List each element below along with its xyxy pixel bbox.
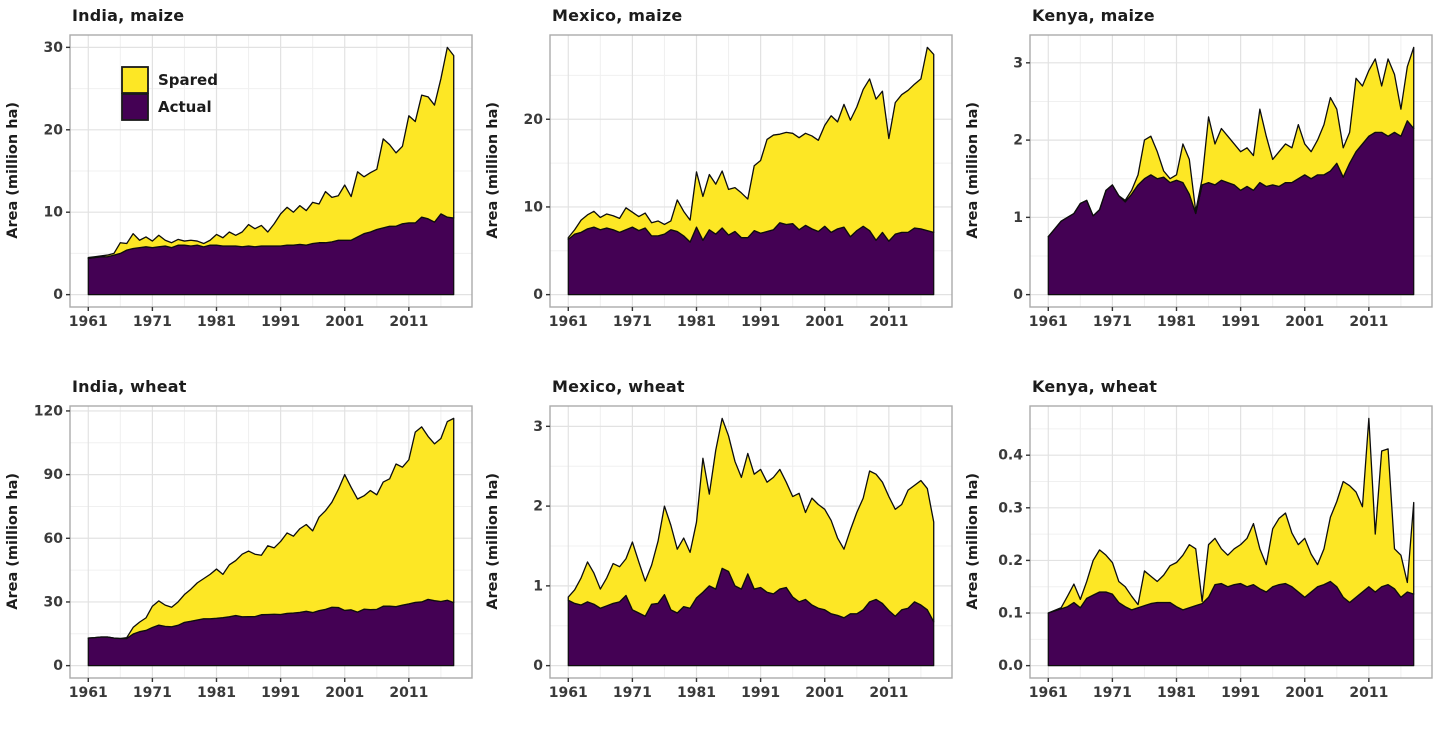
svg-text:0.1: 0.1: [998, 606, 1023, 622]
svg-text:0: 0: [53, 658, 63, 674]
svg-text:0.3: 0.3: [998, 500, 1023, 516]
svg-text:2001: 2001: [325, 314, 364, 330]
chart-panel-india-maize: India, maize Area (million ha) 1961 1971 1…: [0, 0, 480, 371]
chart-title: Mexico, maize: [552, 6, 683, 25]
y-axis-label: Area (million ha): [5, 472, 21, 610]
svg-text:1971: 1971: [133, 685, 172, 701]
svg-text:2011: 2011: [1349, 685, 1388, 701]
svg-text:0.0: 0.0: [998, 658, 1023, 674]
y-axis-label-wrap: Area (million ha): [960, 30, 986, 310]
svg-text:2001: 2001: [1285, 685, 1324, 701]
svg-text:1: 1: [533, 578, 543, 594]
stacked-area-plot-kenya-wheat: 1961 1971 1981 1991 2001 2011 0.0 0.1 0.2 0.3 0.4: [998, 405, 1433, 701]
svg-text:1971: 1971: [1093, 314, 1132, 330]
chart-title: Mexico, wheat: [552, 377, 685, 396]
stacked-area-plot-mexico-wheat: 1961 1971 1981 1991 2001 2011 0 1 2 3: [533, 405, 953, 701]
svg-text:0: 0: [53, 287, 63, 303]
y-axis-label-wrap: Area (million ha): [0, 30, 26, 310]
svg-text:1971: 1971: [133, 314, 172, 330]
svg-text:1991: 1991: [741, 685, 780, 701]
svg-text:0.2: 0.2: [998, 553, 1023, 569]
chart-title: Kenya, maize: [1032, 6, 1155, 25]
y-axis-label-wrap: Area (million ha): [480, 30, 506, 310]
svg-text:1961: 1961: [549, 314, 588, 330]
svg-text:90: 90: [44, 467, 64, 483]
chart-panel-mexico-maize: Mexico, maize Area (million ha) 1961 1971…: [480, 0, 960, 371]
svg-text:1971: 1971: [1093, 685, 1132, 701]
y-axis-label-wrap: Area (million ha): [0, 401, 26, 681]
chart-title: Kenya, wheat: [1032, 377, 1158, 396]
chart-panel-mexico-wheat: Mexico, wheat Area (million ha) 1961 1971…: [480, 371, 960, 743]
svg-text:2001: 2001: [805, 314, 844, 330]
svg-text:0.4: 0.4: [998, 448, 1023, 464]
svg-text:1961: 1961: [549, 685, 588, 701]
svg-text:10: 10: [44, 205, 64, 221]
svg-text:1991: 1991: [261, 685, 300, 701]
svg-text:2: 2: [1013, 133, 1023, 149]
svg-text:1991: 1991: [741, 314, 780, 330]
svg-text:60: 60: [44, 531, 64, 547]
svg-text:1961: 1961: [69, 685, 108, 701]
svg-text:2011: 2011: [389, 685, 428, 701]
svg-text:1981: 1981: [1157, 314, 1196, 330]
y-axis-label-wrap: Area (million ha): [960, 401, 986, 681]
svg-text:1991: 1991: [1221, 314, 1260, 330]
svg-text:2001: 2001: [325, 685, 364, 701]
svg-text:30: 30: [44, 594, 64, 610]
svg-text:2001: 2001: [805, 685, 844, 701]
svg-text:0: 0: [533, 658, 543, 674]
y-axis-label-wrap: Area (million ha): [480, 401, 506, 681]
y-axis-label: Area (million ha): [965, 101, 981, 239]
svg-text:1: 1: [1013, 210, 1023, 226]
legend-swatch-actual: [121, 93, 149, 121]
y-axis-label: Area (million ha): [965, 472, 981, 610]
svg-text:1991: 1991: [261, 314, 300, 330]
stacked-area-plot-kenya-maize: 1961 1971 1981 1991 2001 2011 0 1 2 3: [1013, 34, 1433, 330]
svg-text:20: 20: [524, 112, 544, 128]
svg-text:30: 30: [44, 40, 64, 56]
svg-text:2011: 2011: [869, 685, 908, 701]
chart-panel-kenya-maize: Kenya, maize Area (million ha) 1961 1971 1…: [960, 0, 1440, 371]
svg-text:1961: 1961: [69, 314, 108, 330]
svg-text:3: 3: [1013, 55, 1023, 71]
svg-text:1961: 1961: [1029, 685, 1068, 701]
chart-panel-kenya-wheat: Kenya, wheat Area (million ha) 1961 1971 1…: [960, 371, 1440, 743]
legend-swatch-spared: [121, 66, 149, 94]
y-axis-label: Area (million ha): [485, 472, 501, 610]
svg-text:1981: 1981: [677, 685, 716, 701]
chart-title: India, wheat: [72, 377, 187, 396]
svg-text:1971: 1971: [613, 685, 652, 701]
y-axis-label: Area (million ha): [485, 101, 501, 239]
svg-text:1981: 1981: [197, 314, 236, 330]
y-axis-label: Area (million ha): [5, 101, 21, 239]
svg-text:10: 10: [524, 199, 544, 215]
svg-text:1961: 1961: [1029, 314, 1068, 330]
svg-text:2: 2: [533, 499, 543, 515]
svg-text:1981: 1981: [677, 314, 716, 330]
svg-text:2011: 2011: [389, 314, 428, 330]
svg-text:1981: 1981: [197, 685, 236, 701]
svg-text:120: 120: [34, 403, 63, 419]
svg-text:0: 0: [533, 287, 543, 303]
svg-text:1971: 1971: [613, 314, 652, 330]
svg-text:2011: 2011: [1349, 314, 1388, 330]
legend-label-actual: Actual: [158, 98, 212, 116]
svg-text:0: 0: [1013, 287, 1023, 303]
svg-text:1991: 1991: [1221, 685, 1260, 701]
legend-label-spared: Spared: [158, 71, 218, 89]
stacked-area-plot-mexico-maize: 1961 1971 1981 1991 2001 2011 0 10 20: [524, 34, 953, 330]
stacked-area-plot-india-wheat: 1961 1971 1981 1991 2001 2011 0 30 60 90 120: [34, 403, 473, 701]
svg-text:2001: 2001: [1285, 314, 1324, 330]
svg-text:3: 3: [533, 419, 543, 435]
svg-text:2011: 2011: [869, 314, 908, 330]
stacked-area-plot-india-maize: 1961 1971 1981 1991 2001 2011 0 10 20 30 Spared Act…: [44, 34, 473, 330]
chart-title: India, maize: [72, 6, 185, 25]
svg-text:20: 20: [44, 122, 64, 138]
svg-text:1981: 1981: [1157, 685, 1196, 701]
chart-panel-india-wheat: India, wheat Area (million ha) 1961 1971 1…: [0, 371, 480, 743]
